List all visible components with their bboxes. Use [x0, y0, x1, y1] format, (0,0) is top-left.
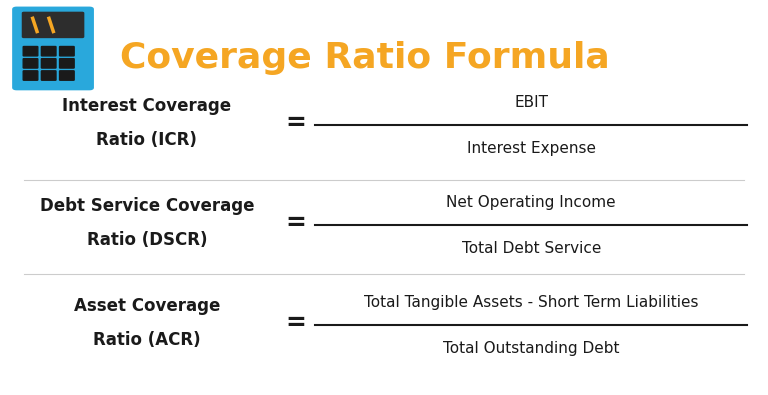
Text: Interest Expense: Interest Expense [467, 141, 596, 156]
Text: =: = [286, 211, 306, 235]
FancyBboxPatch shape [23, 58, 38, 68]
FancyBboxPatch shape [60, 71, 74, 80]
Text: Total Tangible Assets - Short Term Liabilities: Total Tangible Assets - Short Term Liabi… [364, 295, 699, 310]
FancyBboxPatch shape [41, 58, 56, 68]
Text: Ratio (ACR): Ratio (ACR) [93, 331, 200, 349]
FancyBboxPatch shape [60, 47, 74, 56]
Text: Debt Service Coverage: Debt Service Coverage [39, 197, 254, 215]
Text: Total Outstanding Debt: Total Outstanding Debt [443, 341, 620, 356]
FancyBboxPatch shape [22, 12, 84, 38]
FancyBboxPatch shape [13, 7, 93, 90]
Text: Ratio (DSCR): Ratio (DSCR) [87, 231, 207, 249]
Text: EBIT: EBIT [515, 95, 548, 110]
FancyBboxPatch shape [41, 71, 56, 80]
Text: Coverage Ratio Formula: Coverage Ratio Formula [120, 41, 610, 75]
Text: Ratio (ICR): Ratio (ICR) [96, 131, 197, 149]
Text: =: = [286, 311, 306, 335]
FancyBboxPatch shape [23, 71, 38, 80]
Text: =: = [286, 111, 306, 135]
Text: Asset Coverage: Asset Coverage [74, 297, 220, 315]
Text: Total Debt Service: Total Debt Service [462, 241, 601, 256]
FancyBboxPatch shape [60, 58, 74, 68]
Text: Net Operating Income: Net Operating Income [446, 195, 616, 210]
FancyBboxPatch shape [41, 47, 56, 56]
Text: Interest Coverage: Interest Coverage [62, 97, 231, 115]
FancyBboxPatch shape [23, 47, 38, 56]
